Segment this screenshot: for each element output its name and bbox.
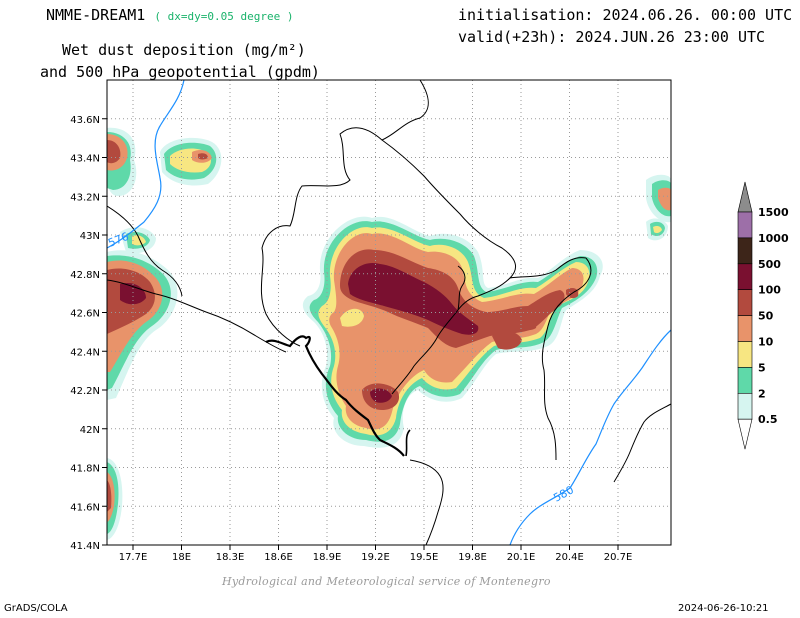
lat-label: 41.8N — [70, 464, 100, 475]
credit-line: Hydrological and Meteorological service … — [222, 575, 551, 588]
lat-label: 42.2N — [70, 386, 100, 397]
legend-label: 0.5 — [758, 413, 778, 426]
lat-label: 43.2N — [70, 192, 100, 203]
map-grid — [107, 80, 671, 545]
field-subtitle: and 500 hPa geopotential (gpdm) — [40, 63, 320, 81]
color-legend: 1500 1000 500 100 50 10 5 2 0.5 — [737, 181, 789, 450]
legend-swatch — [737, 237, 753, 265]
render-timestamp: 2024-06-26-10:21 — [678, 603, 769, 614]
contour-576 — [107, 80, 185, 249]
legend-label: 5 — [758, 361, 766, 374]
model-name: NMME-DREAM1 — [46, 6, 146, 24]
legend-arrow-top — [737, 181, 753, 213]
lat-label: 42.6N — [70, 309, 100, 320]
lon-label: 19.5E — [410, 552, 439, 563]
software-label: GrADS/COLA — [4, 603, 68, 614]
lat-label: 41.6N — [70, 502, 100, 513]
lon-label: 18.6E — [264, 552, 293, 563]
legend-label: 2 — [758, 387, 766, 400]
legend-label: 1500 — [758, 206, 789, 219]
legend-swatch — [737, 315, 753, 342]
legend-label: 100 — [758, 284, 781, 297]
lat-label: 43N — [80, 231, 100, 242]
legend-label: 500 — [758, 258, 781, 271]
lat-label: 41.4N — [70, 541, 100, 552]
contour-label-580: 580 — [551, 483, 576, 504]
deposition-patch-central — [302, 216, 603, 448]
latitude-labels: 43.6N 43.4N 43.2N 43N 42.8N 42.6N 42.4N 42.2N 42… — [70, 115, 107, 552]
lat-label: 43.6N — [70, 115, 100, 126]
model-title: NMME-DREAM1 ( dx=dy=0.05 degree ) — [46, 6, 293, 24]
lon-label: 19.2E — [361, 552, 390, 563]
legend-swatch — [737, 367, 753, 394]
lat-label: 43.4N — [70, 154, 100, 165]
model-resolution: ( dx=dy=0.05 degree ) — [154, 10, 294, 23]
legend-swatch — [737, 341, 753, 368]
contour-580 — [509, 329, 671, 545]
lon-label: 18.3E — [216, 552, 245, 563]
legend-label: 1000 — [758, 232, 789, 245]
valid-time: valid(+23h): 2024.JUN.26 23:00 UTC — [458, 28, 766, 46]
legend-swatch — [737, 263, 753, 290]
deposition-patch-west — [107, 127, 178, 540]
deposition-patch-north — [160, 137, 222, 186]
lon-label: 19.8E — [458, 552, 487, 563]
country-borders — [107, 80, 671, 545]
lat-label: 42.8N — [70, 270, 100, 281]
lon-label: 18.9E — [313, 552, 342, 563]
field-title: Wet dust deposition (mg/m²) — [62, 41, 306, 59]
legend-swatch — [737, 289, 753, 316]
init-time: initialisation: 2024.06.26. 00:00 UTC — [458, 6, 793, 24]
lon-label: 20.1E — [507, 552, 536, 563]
legend-label: 50 — [758, 310, 774, 323]
lon-label: 20.4E — [555, 552, 584, 563]
legend-label: 10 — [758, 336, 774, 349]
lon-label: 18E — [172, 552, 191, 563]
longitude-labels: 17.7E 18E 18.3E 18.6E 18.9E 19.2E 19.5E 19.8E 20… — [119, 545, 633, 563]
deposition-field — [107, 127, 671, 540]
lon-label: 17.7E — [119, 552, 148, 563]
lat-label: 42.4N — [70, 347, 100, 358]
legend-swatch — [737, 392, 753, 420]
lat-label: 42N — [80, 425, 100, 436]
legend-swatch — [737, 211, 753, 239]
geopotential-contours — [107, 80, 671, 545]
lon-label: 20.7E — [604, 552, 633, 563]
legend-arrow-bottom — [737, 418, 753, 450]
deposition-patch-east — [646, 174, 671, 241]
